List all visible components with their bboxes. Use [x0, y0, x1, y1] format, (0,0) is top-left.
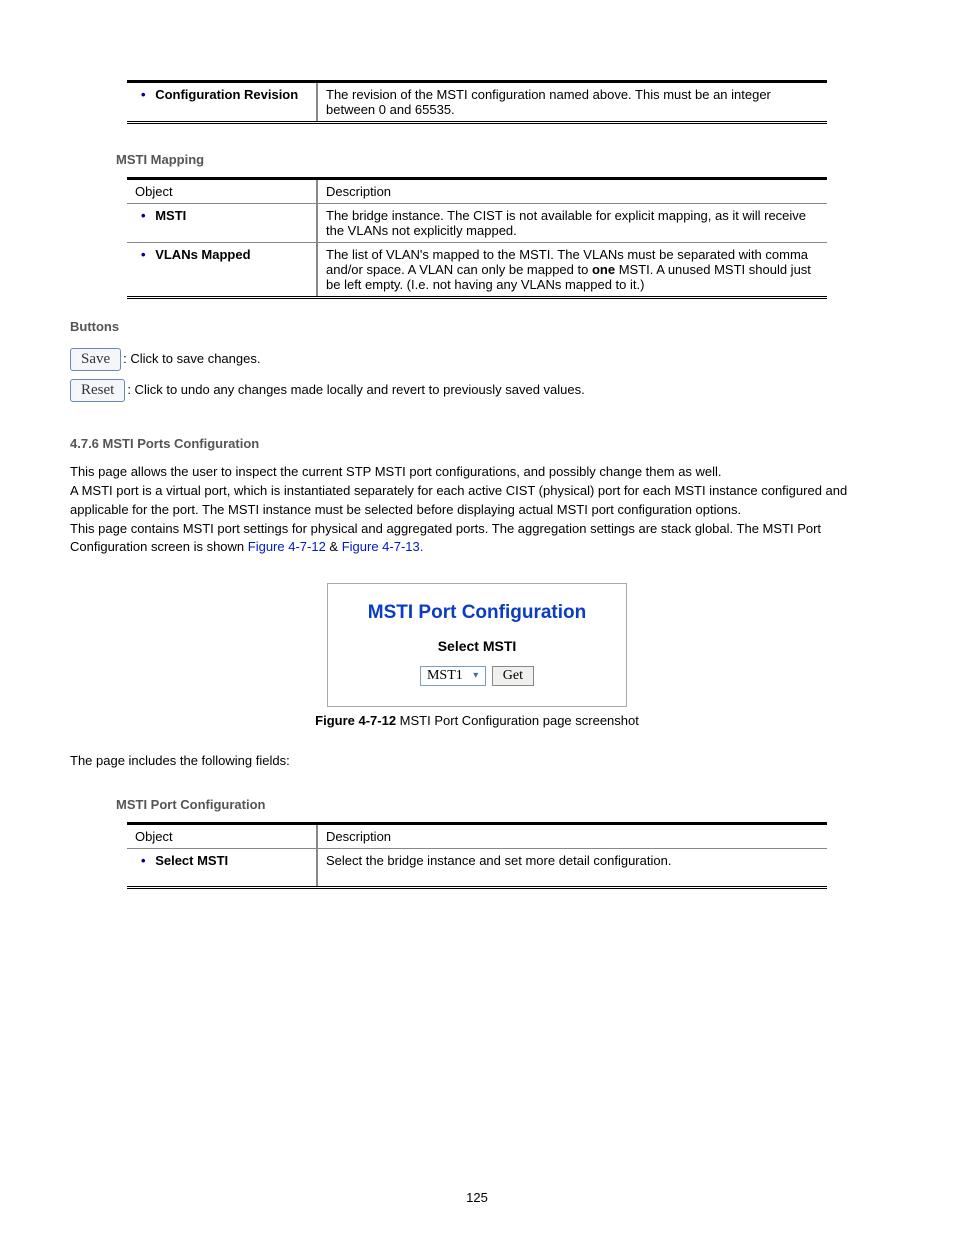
- section-title: 4.7.6 MSTI Ports Configuration: [70, 436, 884, 451]
- msti-mapping-table: Object Description • MSTI The bridge ins…: [127, 177, 827, 299]
- save-button[interactable]: Save: [70, 348, 121, 371]
- msti-mapping-heading: MSTI Mapping: [116, 152, 884, 167]
- table-row: • VLANs Mapped The list of VLAN's mapped…: [127, 243, 827, 298]
- col-header-desc: Description: [317, 824, 827, 849]
- fields-intro: The page includes the following fields:: [70, 752, 884, 771]
- get-button[interactable]: Get: [492, 666, 534, 686]
- buttons-heading: Buttons: [70, 319, 884, 334]
- p3-mid: &: [326, 539, 342, 554]
- xref-fig-13[interactable]: Figure 4-7-13.: [342, 539, 424, 554]
- figure-caption: Figure 4-7-12 MSTI Port Configuration pa…: [70, 713, 884, 728]
- screenshot-box: MSTI Port Configuration Select MSTI MST1…: [327, 583, 627, 707]
- table-row: • Select MSTI Select the bridge instance…: [127, 849, 827, 888]
- row-desc: The revision of the MSTI configuration n…: [317, 82, 827, 123]
- table-header-row: Object Description: [127, 179, 827, 204]
- chevron-down-icon: ▾: [469, 669, 483, 683]
- row-label: • VLANs Mapped: [127, 243, 317, 298]
- section-para-2: A MSTI port is a virtual port, which is …: [70, 482, 884, 520]
- col-header-object: Object: [127, 824, 317, 849]
- row-desc: Select the bridge instance and set more …: [317, 849, 827, 888]
- buttons-block: Save: Click to save changes. Reset: Clic…: [70, 348, 884, 402]
- caption-prefix: Figure 4-7-12: [315, 713, 400, 728]
- xref-fig-12[interactable]: Figure 4-7-12: [248, 539, 326, 554]
- msti-select[interactable]: MST1 ▾: [420, 666, 486, 686]
- reset-line: Reset: Click to undo any changes made lo…: [70, 379, 884, 402]
- reset-button[interactable]: Reset: [70, 379, 125, 402]
- row-label: • Configuration Revision: [127, 82, 317, 123]
- table-row: • Configuration Revision The revision of…: [127, 82, 827, 123]
- caption-text: MSTI Port Configuration page screenshot: [400, 713, 639, 728]
- section-para-1: This page allows the user to inspect the…: [70, 463, 884, 482]
- desc-emph: one: [592, 262, 615, 277]
- screenshot-controls: MST1 ▾ Get: [420, 666, 534, 686]
- bullet-icon: •: [141, 853, 146, 868]
- bullet-icon: •: [141, 208, 146, 223]
- section-para-3: This page contains MSTI port settings fo…: [70, 520, 884, 558]
- col-header-desc: Description: [317, 179, 827, 204]
- save-line: Save: Click to save changes.: [70, 348, 884, 371]
- label-text: Select MSTI: [155, 853, 228, 868]
- revision-table: • Configuration Revision The revision of…: [127, 80, 827, 124]
- reset-desc: : Click to undo any changes made locally…: [127, 382, 584, 397]
- bullet-icon: •: [141, 247, 146, 262]
- p3-pre: This page contains MSTI port settings fo…: [70, 521, 821, 555]
- label-text: MSTI: [155, 208, 186, 223]
- row-label: • MSTI: [127, 204, 317, 243]
- label-text: Configuration Revision: [155, 87, 298, 102]
- page-number: 125: [0, 1190, 954, 1205]
- row-label: • Select MSTI: [127, 849, 317, 888]
- screenshot-sub: Select MSTI: [344, 638, 610, 654]
- label-text: VLANs Mapped: [155, 247, 250, 262]
- msti-portcfg-heading: MSTI Port Configuration: [116, 797, 884, 812]
- save-desc: : Click to save changes.: [123, 351, 260, 366]
- msti-portcfg-table: Object Description • Select MSTI Select …: [127, 822, 827, 889]
- table-row: • MSTI The bridge instance. The CIST is …: [127, 204, 827, 243]
- screenshot-title: MSTI Port Configuration: [344, 602, 610, 624]
- table-header-row: Object Description: [127, 824, 827, 849]
- row-desc: The bridge instance. The CIST is not ava…: [317, 204, 827, 243]
- col-header-object: Object: [127, 179, 317, 204]
- msti-select-value: MST1: [427, 668, 463, 684]
- bullet-icon: •: [141, 87, 146, 102]
- row-desc: The list of VLAN's mapped to the MSTI. T…: [317, 243, 827, 298]
